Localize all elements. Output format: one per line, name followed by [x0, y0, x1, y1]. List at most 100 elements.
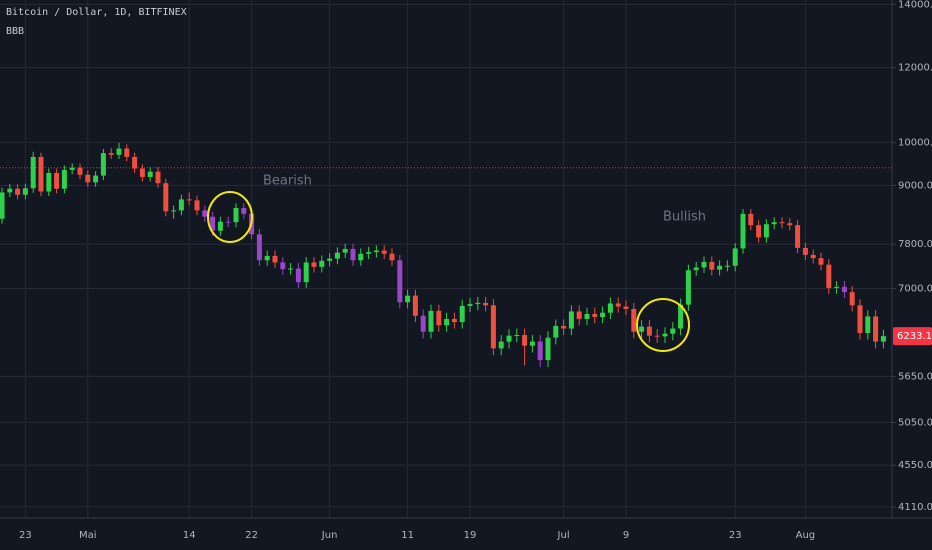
candle-body [857, 305, 863, 334]
candle-body [529, 341, 535, 346]
candle-body [303, 262, 309, 283]
candle-body [311, 262, 317, 267]
candle-body [756, 225, 762, 238]
candle-body [436, 310, 442, 326]
candle-body [69, 167, 75, 170]
annotation: Bullish [663, 210, 706, 225]
x-tick-label: 23 [729, 530, 742, 541]
candle-body [561, 325, 567, 329]
candle-body [678, 304, 684, 329]
y-tick-label: 5650.0 [898, 371, 932, 382]
candle-body [264, 255, 270, 261]
candle-body [459, 305, 465, 323]
candle-body [334, 252, 340, 259]
candle-body [381, 250, 387, 254]
candle-body [865, 316, 871, 334]
candle-body [139, 168, 145, 177]
x-tick-label: Jun [321, 530, 338, 541]
candle-body [217, 221, 223, 231]
highlight-ellipse [636, 298, 690, 352]
candle-body [22, 188, 28, 195]
candle-body [763, 224, 769, 238]
candle-body [771, 222, 777, 225]
candle-body [108, 153, 114, 155]
candle-body [30, 156, 36, 189]
y-tick-label: 9000.0 [898, 181, 932, 192]
candle-body [802, 247, 808, 255]
candle-body [553, 325, 559, 338]
candle-body [841, 286, 847, 293]
candle-body [171, 210, 177, 212]
candle-body [272, 255, 278, 263]
candle-body [132, 156, 138, 169]
candle-body [295, 268, 301, 283]
candle-body [46, 172, 52, 192]
y-tick-label: 5050.0 [898, 417, 932, 428]
candle-body [366, 252, 372, 254]
candle-body [709, 261, 715, 270]
y-tick-label: 7800.0 [898, 239, 932, 250]
candle-body [147, 171, 153, 177]
last-price-badge [893, 327, 932, 346]
candle-body [100, 153, 106, 176]
candle-body [116, 148, 122, 155]
candle-body [592, 313, 598, 318]
candle-body [701, 261, 707, 268]
candle-body [358, 253, 364, 261]
candle-body [467, 304, 473, 306]
x-tick-label: Mai [79, 530, 97, 541]
candle-body [662, 333, 668, 337]
x-tick-label: 11 [401, 530, 414, 541]
candle-body [412, 295, 418, 316]
candle-body [194, 200, 200, 211]
candle-body [451, 318, 457, 323]
candle-body [38, 156, 44, 192]
candle-body [849, 292, 855, 306]
candle-body [327, 258, 333, 261]
candle-body [615, 303, 621, 307]
x-tick-label: 14 [183, 530, 196, 541]
candle-body [522, 335, 528, 346]
y-tick-label: 7000.0 [898, 284, 932, 295]
candle-body [319, 260, 325, 267]
candle-body [397, 260, 403, 303]
y-tick-label: 12000.0 [898, 63, 932, 74]
candle-body [576, 311, 582, 319]
candle-body [834, 286, 840, 288]
candle-body [490, 305, 496, 349]
candles [0, 142, 892, 368]
candle-body [483, 302, 489, 306]
candle-body [654, 335, 660, 337]
candle-body [241, 207, 247, 214]
candle-body [405, 295, 411, 303]
y-tick-label: 4110.0 [898, 502, 932, 513]
x-tick-label: 23 [19, 530, 32, 541]
x-tick-label: Aug [796, 530, 816, 541]
candle-body [93, 175, 99, 183]
candle-body [350, 248, 356, 261]
highlight-ellipse [207, 191, 253, 243]
candle-body [155, 171, 161, 184]
candle-body [607, 303, 613, 313]
candle-body [506, 335, 512, 342]
candle-body [787, 223, 793, 226]
candle-body [54, 172, 60, 189]
candle-body [373, 250, 379, 253]
candle-body [740, 213, 746, 249]
candle-body [810, 254, 816, 259]
candle-body [826, 264, 832, 288]
candle-body [210, 216, 216, 231]
candle-body [724, 265, 730, 267]
grid [0, 0, 892, 518]
candle-body [880, 336, 886, 342]
chart-title: Bitcoin / Dollar, 1D, BITFINEX [6, 7, 187, 18]
y-tick-label: 4550.0 [898, 460, 932, 471]
y-tick-label: 10000.0 [898, 137, 932, 148]
indicator-name: BBB [6, 26, 24, 37]
candle-body [85, 174, 91, 183]
candle-body [178, 199, 184, 211]
candle-body [202, 210, 208, 217]
candle-body [748, 213, 754, 226]
